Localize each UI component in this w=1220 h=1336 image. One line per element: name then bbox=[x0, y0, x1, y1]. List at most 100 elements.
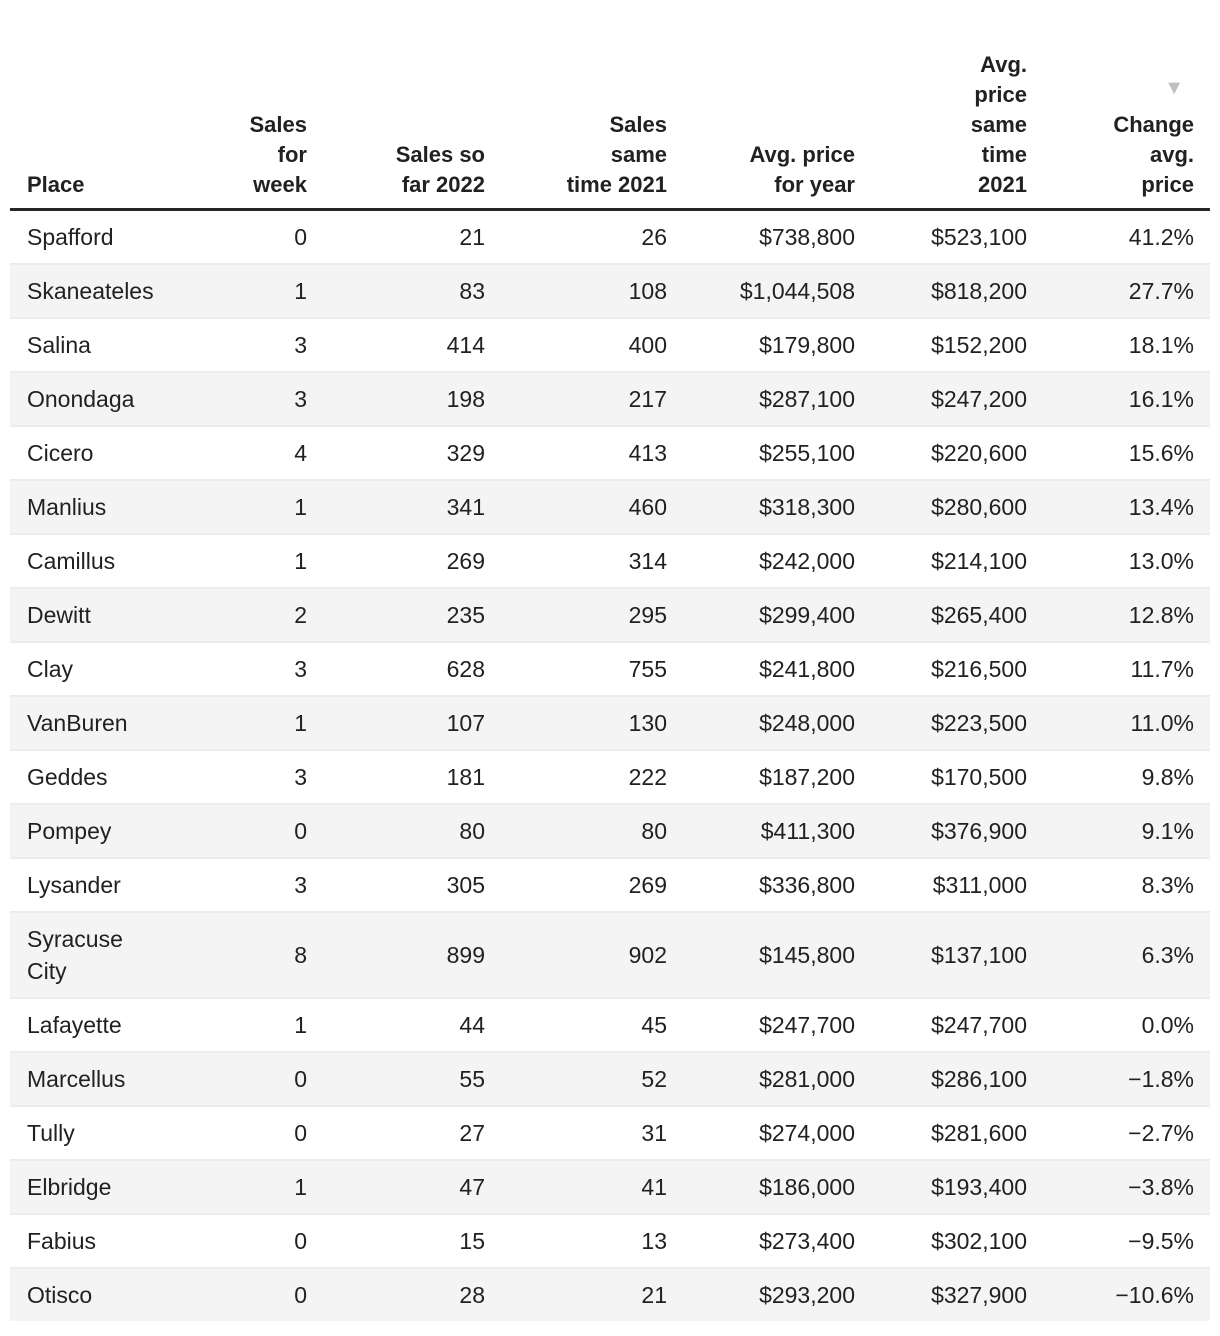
sales_same_time_2021-cell: 314 bbox=[499, 533, 681, 588]
table-row: Syracuse City 8 899 902 $145,800 $137,100 6.3% bbox=[10, 911, 1210, 998]
sales_for_week-cell: 1 bbox=[230, 695, 321, 750]
place-cell: Camillus bbox=[10, 533, 230, 588]
table-header: Place Sales for week Sales so far 2022 Sale… bbox=[10, 0, 1210, 211]
table-row: Skaneateles 1 83 108 $1,044,508 $818,200 27.7% bbox=[10, 263, 1210, 318]
place-cell: Tully bbox=[10, 1105, 230, 1160]
avg_price_for_year-cell: $242,000 bbox=[681, 533, 869, 588]
change_avg_price-cell: 13.0% bbox=[1041, 533, 1210, 588]
table-row: Salina 3 414 400 $179,800 $152,200 18.1% bbox=[10, 317, 1210, 372]
avg_price_for_year-cell: $186,000 bbox=[681, 1159, 869, 1214]
place-cell: Manlius bbox=[10, 479, 230, 534]
sales_so_far_2022-cell: 21 bbox=[459, 224, 485, 250]
avg_price_for_year-cell: $248,000 bbox=[681, 695, 869, 750]
sales_so_far_2022-cell: 269 bbox=[321, 533, 499, 588]
sales_same_time_2021-cell: 13 bbox=[499, 1213, 681, 1268]
place-cell: Salina bbox=[10, 317, 230, 372]
avg_price_same_time_2021-cell: $286,100 bbox=[869, 1051, 1041, 1106]
place-cell: Dewitt bbox=[10, 587, 230, 642]
change_avg_price-cell: −3.8% bbox=[1041, 1159, 1210, 1214]
table-row: Pompey 0 80 80 $411,300 $376,900 9.1% bbox=[10, 803, 1210, 858]
change_avg_price-cell: 0.0% bbox=[1041, 997, 1210, 1052]
avg_price_for_year-cell: $281,000 bbox=[681, 1051, 869, 1106]
sales_so_far_2022-cell: 83 bbox=[321, 263, 499, 318]
sales_same_time_2021-cell: 45 bbox=[499, 997, 681, 1052]
sales_same_time_2021-cell: 41 bbox=[499, 1159, 681, 1214]
avg_price_for_year-cell: $1,044,508 bbox=[681, 263, 869, 318]
sales_so_far_2022-cell: 198 bbox=[321, 371, 499, 426]
table-row: Clay 3 628 755 $241,800 $216,500 11.7% bbox=[10, 641, 1210, 696]
sales_for_week-cell: 0 bbox=[230, 1051, 321, 1106]
column-header-label: Avg. price same time 2021 bbox=[970, 52, 1027, 197]
table-body: Spafford 0 21 26 $738,800 $523,100 41.2% Skanea… bbox=[10, 210, 1210, 1321]
avg_price_for_year-cell: $318,300 bbox=[681, 479, 869, 534]
sales_same_time_2021-cell: 31 bbox=[499, 1105, 681, 1160]
header-row: Place Sales for week Sales so far 2022 Sale… bbox=[10, 0, 1210, 211]
avg_price_for_year-cell: $247,700 bbox=[681, 997, 869, 1052]
place-cell: Fabius bbox=[10, 1213, 230, 1268]
change_avg_price-cell: 16.1% bbox=[1041, 371, 1210, 426]
sales_same_time_2021-cell: 108 bbox=[499, 263, 681, 318]
sales_for_week-cell: 0 bbox=[230, 1267, 321, 1321]
avg_price_same_time_2021-cell: $265,400 bbox=[869, 587, 1041, 642]
sales_so_far_2022-cell: 305 bbox=[321, 857, 499, 912]
avg_price_for_year-cell: $336,800 bbox=[681, 857, 869, 912]
column-header-sales_same_time_2021[interactable]: Sales same time 2021 bbox=[499, 0, 681, 211]
sales_so_far_2022-cell: 80 bbox=[321, 803, 499, 858]
avg_price_for_year-cell: $274,000 bbox=[681, 1105, 869, 1160]
table-row: Marcellus 0 55 52 $281,000 $286,100 −1.8% bbox=[10, 1051, 1210, 1106]
change_avg_price-cell: 11.7% bbox=[1041, 641, 1210, 696]
sales_so_far_2022-cell: 628 bbox=[321, 641, 499, 696]
avg_price_for_year-cell: $273,400 bbox=[681, 1213, 869, 1268]
change_avg_price-cell: 12.8% bbox=[1041, 587, 1210, 642]
avg_price_for_year-cell: $241,800 bbox=[681, 641, 869, 696]
avg_price_same_time_2021-cell: $818,200 bbox=[869, 263, 1041, 318]
place-cell: Skaneateles bbox=[10, 263, 230, 318]
column-header-sales_so_far_2022[interactable]: Sales so far 2022 bbox=[321, 0, 499, 211]
change_avg_price-cell: 15.6% bbox=[1041, 425, 1210, 480]
table-row: Manlius 1 341 460 $318,300 $280,600 13.4% bbox=[10, 479, 1210, 534]
sales_same_time_2021-cell: 269 bbox=[499, 857, 681, 912]
column-header-label: Sales for week bbox=[249, 112, 308, 197]
sales_so_far_2022-cell: 15 bbox=[321, 1213, 499, 1268]
sales_for_week-cell: 3 bbox=[230, 641, 321, 696]
table-row: Dewitt 2 235 295 $299,400 $265,400 12.8% bbox=[10, 587, 1210, 642]
sales_same_time_2021-cell: 217 bbox=[499, 371, 681, 426]
avg_price_same_time_2021-cell: $523,100 bbox=[931, 224, 1027, 250]
change_avg_price-cell: −1.8% bbox=[1041, 1051, 1210, 1106]
avg_price_for_year-cell: $255,100 bbox=[681, 425, 869, 480]
place-cell: VanBuren bbox=[10, 695, 230, 750]
avg_price_same_time_2021-cell: $247,700 bbox=[869, 997, 1041, 1052]
sales_same_time_2021-cell: 130 bbox=[499, 695, 681, 750]
avg_price_same_time_2021-cell: $214,100 bbox=[869, 533, 1041, 588]
change_avg_price-cell: 6.3% bbox=[1041, 911, 1210, 998]
sales_for_week-cell: 0 bbox=[294, 224, 307, 250]
sales_so_far_2022-cell: 55 bbox=[321, 1051, 499, 1106]
sales_same_time_2021-cell: 460 bbox=[499, 479, 681, 534]
column-header-avg_price_for_year[interactable]: Avg. price for year bbox=[681, 0, 869, 211]
avg_price_same_time_2021-cell: $280,600 bbox=[869, 479, 1041, 534]
table-row: Fabius 0 15 13 $273,400 $302,100 −9.5% bbox=[10, 1213, 1210, 1268]
sales_so_far_2022-cell: 27 bbox=[321, 1105, 499, 1160]
sales_for_week-cell: 1 bbox=[230, 533, 321, 588]
column-header-change_avg_price[interactable]: ▼ Change avg. price bbox=[1041, 0, 1210, 211]
column-header-label: Change avg. price bbox=[1113, 112, 1194, 197]
change_avg_price-cell: 11.0% bbox=[1041, 695, 1210, 750]
avg_price_for_year-cell: $299,400 bbox=[681, 587, 869, 642]
column-header-place[interactable]: Place bbox=[10, 0, 230, 211]
avg_price_same_time_2021-cell: $247,200 bbox=[869, 371, 1041, 426]
avg_price_same_time_2021-cell: $376,900 bbox=[869, 803, 1041, 858]
column-header-sales_for_week[interactable]: Sales for week bbox=[230, 0, 321, 211]
sales_for_week-cell: 0 bbox=[230, 1105, 321, 1160]
column-header-avg_price_same_time_2021[interactable]: Avg. price same time 2021 bbox=[869, 0, 1041, 211]
sales_same_time_2021-cell: 400 bbox=[499, 317, 681, 372]
column-header-label: Place bbox=[27, 172, 85, 197]
sales_so_far_2022-cell: 341 bbox=[321, 479, 499, 534]
change_avg_price-cell: −2.7% bbox=[1041, 1105, 1210, 1160]
sales_same_time_2021-cell: 413 bbox=[499, 425, 681, 480]
sales_same_time_2021-cell: 26 bbox=[641, 224, 667, 250]
sales_same_time_2021-cell: 902 bbox=[499, 911, 681, 998]
sales_so_far_2022-cell: 28 bbox=[321, 1267, 499, 1321]
table-row: Geddes 3 181 222 $187,200 $170,500 9.8% bbox=[10, 749, 1210, 804]
change_avg_price-cell: 27.7% bbox=[1041, 263, 1210, 318]
table-row: Onondaga 3 198 217 $287,100 $247,200 16.1% bbox=[10, 371, 1210, 426]
